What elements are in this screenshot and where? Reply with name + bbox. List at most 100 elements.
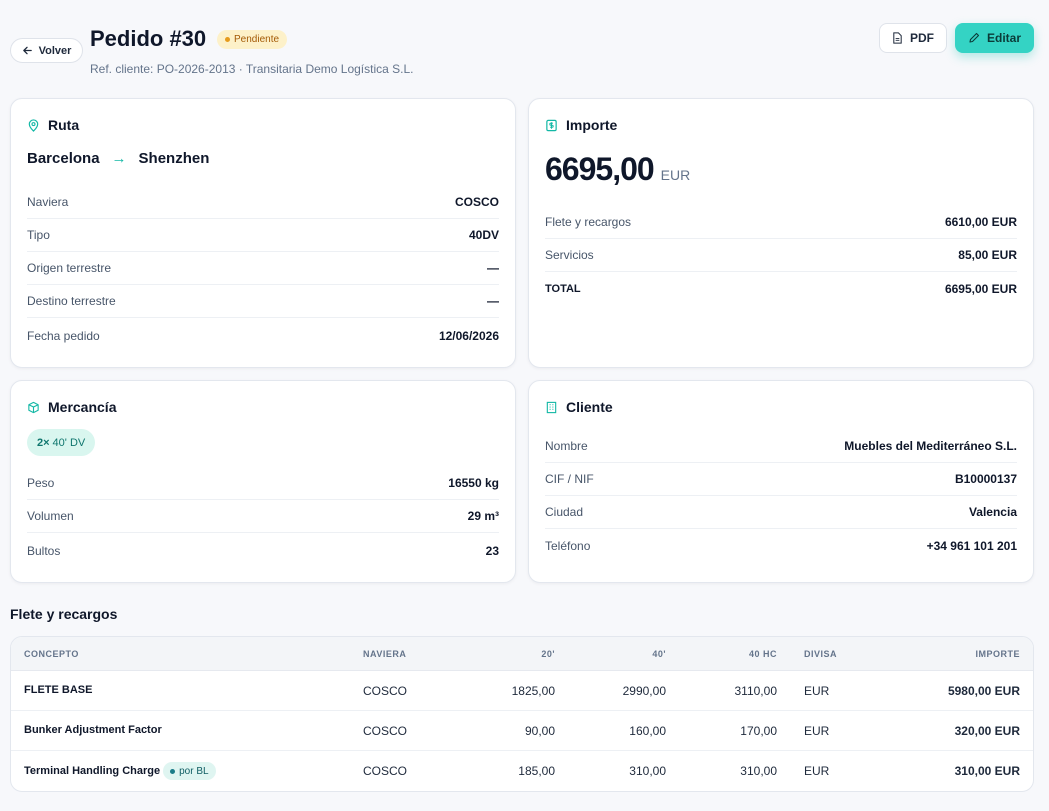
row-value: B10000137 [954, 472, 1017, 486]
cell-20: 1825,00 [511, 684, 555, 698]
client-row-tax-id: CIF / NIF B10000137 [545, 463, 1017, 496]
cell-40: 160,00 [629, 724, 666, 738]
cell-40: 310,00 [629, 764, 666, 778]
route-summary: Barcelona → Shenzhen [27, 150, 209, 167]
back-label: Volver [38, 44, 72, 57]
route-card: Ruta Barcelona → Shenzhen Naviera COSCO T… [10, 98, 516, 368]
col-40: 40' [652, 649, 666, 659]
route-heading: Ruta [48, 117, 80, 133]
back-button[interactable]: Volver [10, 38, 83, 63]
col-currency: DIVISA [804, 649, 838, 659]
goods-card-header: Mercancía [27, 399, 116, 415]
amount-row-total: TOTAL 6695,00 EUR [545, 272, 1017, 305]
col-amount: IMPORTE [975, 649, 1020, 659]
badge-dot [170, 768, 176, 774]
goods-row-volume: Volumen 29 m³ [27, 500, 499, 533]
cell-40: 2990,00 [622, 684, 666, 698]
concept-text: Terminal Handling Charge [24, 764, 161, 777]
status-label: Pendiente [234, 34, 280, 45]
table-header: CONCEPTO NAVIERA 20' 40' 40 HC DIVISA IM… [11, 637, 1033, 671]
status-badge: Pendiente [217, 30, 288, 49]
row-value: +34 961 101 201 [926, 538, 1017, 553]
cell-40hc: 310,00 [740, 764, 777, 778]
row-value: COSCO [454, 195, 499, 209]
row-label: CIF / NIF [545, 472, 594, 486]
row-value: 12/06/2026 [438, 328, 499, 343]
row-value: 23 [485, 543, 499, 558]
row-label: Ciudad [545, 505, 584, 519]
row-value: 6610,00 EUR [944, 215, 1017, 229]
route-row-land-origin: Origen terrestre — [27, 252, 499, 285]
row-value: Valencia [968, 505, 1017, 519]
banknote-icon [546, 119, 557, 131]
document-icon [893, 32, 902, 44]
col-concept: CONCEPTO [24, 649, 79, 659]
row-label: Teléfono [545, 538, 591, 553]
route-origin: Barcelona [27, 150, 100, 167]
route-card-header: Ruta [27, 117, 79, 133]
row-value: 85,00 EUR [958, 248, 1017, 262]
cell-carrier: COSCO [363, 684, 408, 698]
cell-carrier: COSCO [363, 724, 408, 738]
per-bl-badge: por BL [163, 762, 216, 780]
building-icon [546, 401, 557, 413]
route-row-carrier: Naviera COSCO [27, 186, 499, 219]
row-label: Tipo [27, 228, 50, 242]
cell-currency: EUR [804, 684, 830, 698]
row-label: Nombre [545, 439, 588, 453]
amount-card-header: Importe [545, 117, 617, 133]
cell-amount: 5980,00 EUR [947, 684, 1020, 698]
cell-amount: 320,00 EUR [954, 724, 1020, 738]
cell-40hc: 170,00 [740, 724, 777, 738]
table-row: FLETE BASE COSCO 1825,00 2990,00 3110,00… [11, 671, 1033, 711]
row-value: — [487, 294, 499, 308]
cell-20: 90,00 [524, 724, 555, 738]
cell-concept: FLETE BASE [24, 684, 93, 696]
freight-table: CONCEPTO NAVIERA 20' 40' 40 HC DIVISA IM… [10, 636, 1034, 792]
row-value: — [487, 261, 499, 275]
pdf-button[interactable]: PDF [879, 23, 947, 53]
row-label: Origen terrestre [27, 261, 112, 275]
client-row-city: Ciudad Valencia [545, 496, 1017, 529]
row-label: Volumen [27, 509, 74, 523]
col-40hc: 40 HC [748, 649, 777, 659]
cell-40hc: 3110,00 [734, 684, 778, 698]
amount-heading: Importe [566, 117, 618, 133]
container-qty: 2× [37, 436, 50, 449]
container-type: 40' DV [52, 436, 86, 449]
row-value: 40DV [468, 228, 499, 242]
row-label: Destino terrestre [27, 294, 116, 308]
goods-row-weight: Peso 16550 kg [27, 467, 499, 500]
route-row-order-date: Fecha pedido 12/06/2026 [27, 319, 499, 352]
client-row-phone: Teléfono +34 961 101 201 [545, 529, 1017, 562]
badge-label: por BL [179, 765, 209, 777]
cell-amount: 310,00 EUR [954, 764, 1020, 778]
client-row-name: Nombre Muebles del Mediterráneo S.L. [545, 430, 1017, 463]
client-card-header: Cliente [545, 399, 613, 415]
row-label: Peso [27, 476, 55, 490]
row-label: Bultos [27, 543, 61, 558]
row-value: 29 m³ [467, 509, 499, 523]
pdf-label: PDF [910, 31, 934, 45]
amount-total: 6695,00 EUR [545, 151, 690, 188]
order-subtitle: Ref. cliente: PO-2026-2013 · Transitaria… [90, 62, 414, 76]
page-title: Pedido #30 [90, 26, 207, 51]
package-icon [28, 401, 39, 413]
client-card: Cliente Nombre Muebles del Mediterráneo S… [528, 380, 1034, 583]
route-arrow-icon: → [111, 150, 127, 167]
arrow-left-icon [22, 46, 32, 55]
container-chip: 2× 40' DV [27, 429, 96, 456]
edit-button[interactable]: Editar [955, 23, 1034, 53]
edit-label: Editar [986, 31, 1021, 45]
goods-row-packages: Bultos 23 [27, 534, 499, 567]
cell-concept: Terminal Handling Charge por BL [24, 762, 216, 780]
cell-20: 185,00 [518, 764, 555, 778]
goods-heading: Mercancía [48, 399, 117, 415]
row-label: Flete y recargos [545, 215, 632, 229]
route-row-land-destination: Destino terrestre — [27, 285, 499, 318]
row-label: Naviera [27, 195, 69, 209]
cell-carrier: COSCO [363, 764, 408, 778]
row-label: Servicios [545, 248, 594, 262]
row-label: Fecha pedido [27, 328, 100, 343]
route-destination: Shenzhen [138, 150, 210, 167]
